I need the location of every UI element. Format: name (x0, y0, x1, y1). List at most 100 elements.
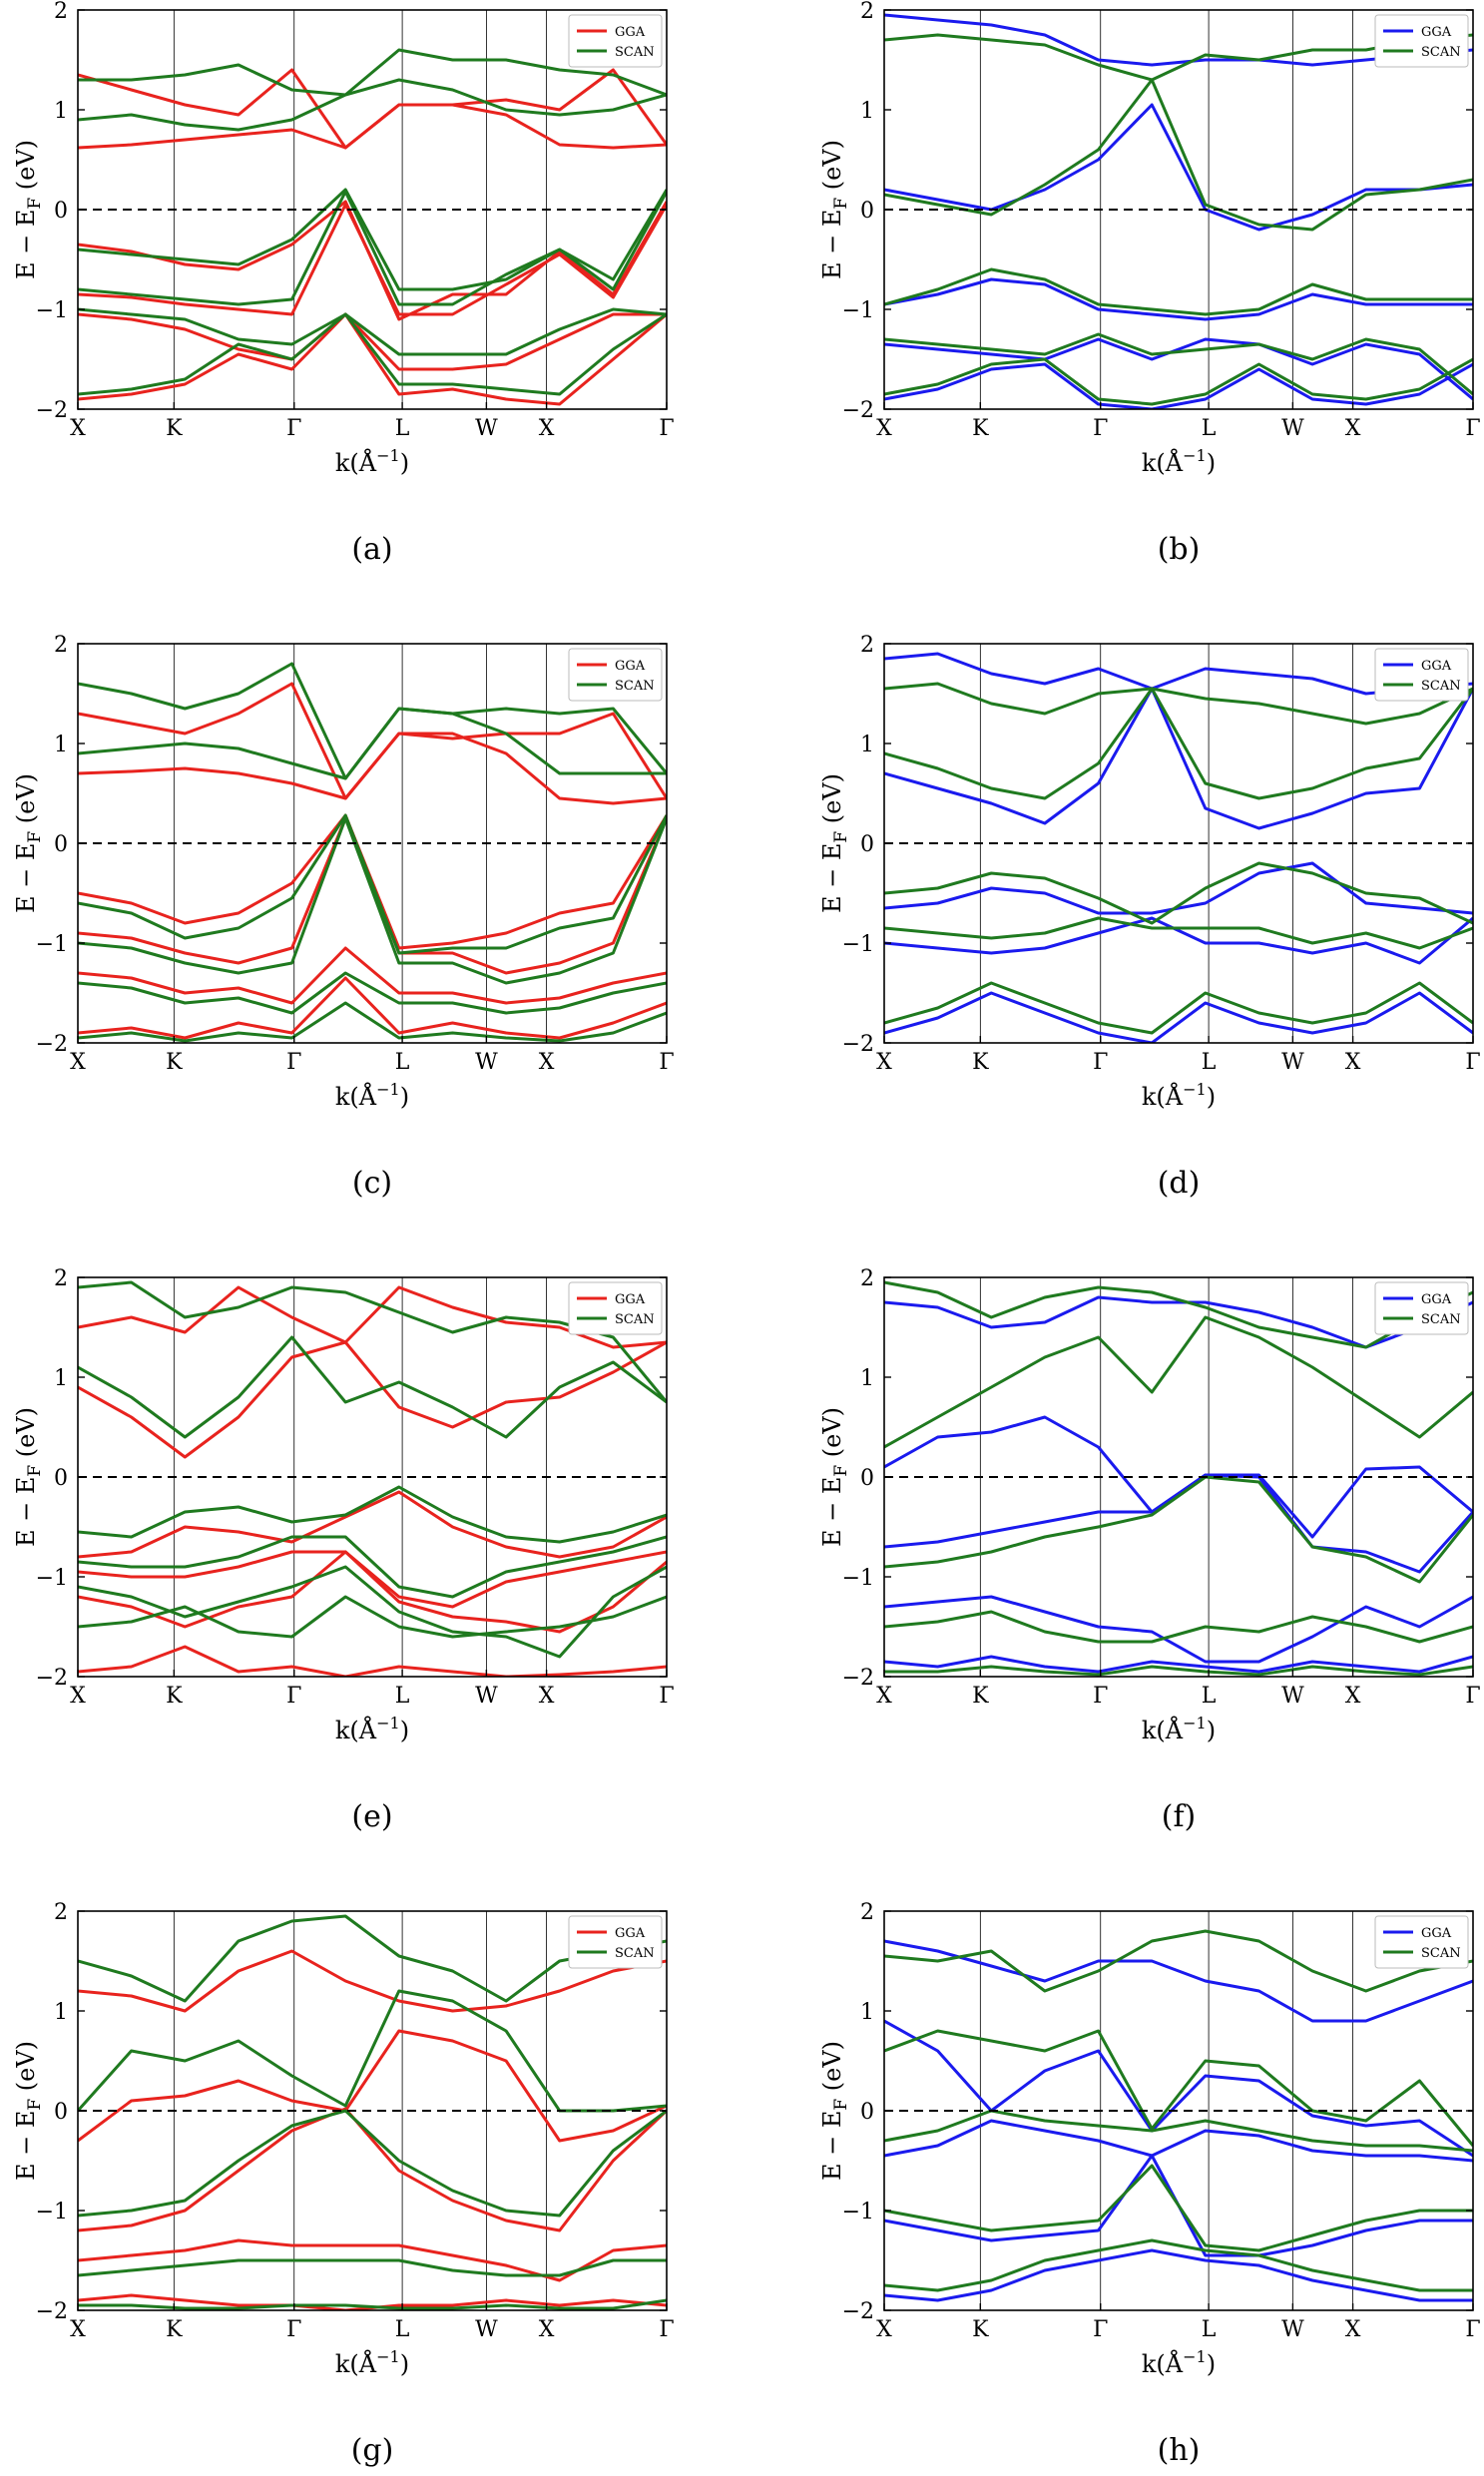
y-tick-label: 2 (54, 1900, 68, 1925)
band-scan (884, 2109, 1473, 2153)
k-point-label: X (876, 1050, 892, 1075)
x-axis-label: k(Å−1) (335, 446, 409, 477)
legend-label-gga: GGA (615, 25, 646, 40)
band-scan (78, 1535, 667, 1599)
legend: GGA SCAN (1374, 1915, 1469, 1969)
band-scan (884, 1610, 1473, 1644)
bands-group (884, 1280, 1473, 1677)
y-tick-label: −1 (36, 2200, 68, 2225)
x-axis-label-close: ) (400, 2350, 409, 2378)
y-tick-label: 2 (860, 1266, 874, 1291)
legend-label-gga: GGA (615, 659, 646, 674)
x-axis-label-base: k(Å (335, 1082, 377, 1111)
band-scan (884, 981, 1473, 1035)
k-point-label: K (166, 416, 183, 441)
band-scan (78, 307, 667, 356)
band-gga (884, 991, 1473, 1043)
y-axis-label-unit: (eV) (818, 1407, 846, 1465)
y-tick-label: 0 (54, 832, 68, 857)
band-scan (78, 1485, 667, 1544)
k-point-label: W (475, 2317, 498, 2342)
y-axis-label: E − EF (eV) (818, 140, 851, 279)
k-point-label: W (475, 1684, 498, 1709)
band-scan (884, 357, 1473, 406)
y-tick-label: −2 (842, 2299, 874, 2324)
legend: GGA SCAN (568, 1915, 663, 1969)
band-gga (884, 362, 1473, 409)
band-gga (78, 976, 667, 1040)
panel-caption: (g) (351, 2433, 394, 2468)
band-scan (78, 1001, 667, 1043)
panel-caption: (b) (1158, 532, 1201, 567)
y-tick-label: 2 (860, 0, 874, 24)
band-gga (884, 2119, 1473, 2163)
x-axis-label-base: k(Å (335, 2349, 377, 2378)
band-scan (78, 2298, 667, 2310)
y-axis-label-unit: (eV) (12, 2041, 40, 2099)
y-axis-label-sub: F (25, 831, 45, 843)
band-gga (78, 1645, 667, 1677)
band-gga (884, 103, 1473, 232)
y-tick-label: −1 (842, 1566, 874, 1591)
band-gga (78, 1550, 667, 1609)
y-tick-label: 1 (54, 733, 68, 757)
x-axis-label-close: ) (400, 1717, 409, 1744)
band-scan (884, 78, 1473, 232)
band-gga (884, 1655, 1473, 1674)
legend: GGA SCAN (1374, 648, 1469, 702)
y-axis-label: E − EF (eV) (12, 140, 45, 279)
band-scan (884, 687, 1473, 800)
y-axis-label-sub: F (831, 2099, 851, 2111)
legend-label-gga: GGA (1421, 659, 1452, 674)
y-tick-label: 0 (860, 1466, 874, 1491)
band-scan (884, 1315, 1473, 1449)
k-point-label: L (1202, 416, 1217, 441)
band-scan (884, 332, 1473, 396)
band-scan (884, 861, 1473, 925)
y-tick-label: 0 (54, 199, 68, 224)
k-point-label: Γ (1465, 2317, 1480, 2342)
k-point-label: X (539, 1684, 555, 1709)
k-point-label: L (1202, 1050, 1217, 1075)
k-point-label: L (395, 2317, 410, 2342)
k-point-label: L (1202, 1684, 1217, 1709)
panel-caption: (f) (1162, 1799, 1197, 1834)
legend-box (568, 648, 663, 702)
band-gga (884, 687, 1473, 830)
k-point-label: L (395, 416, 410, 441)
band-scan (78, 2258, 667, 2277)
k-point-label: X (1345, 1050, 1361, 1075)
x-axis-label: k(Å−1) (1142, 446, 1216, 477)
bands-group (78, 662, 667, 1043)
band-scan (884, 1475, 1473, 1584)
k-point-label: L (395, 1684, 410, 1709)
x-axis-label-close: ) (400, 1083, 409, 1111)
k-point-label: Γ (286, 1050, 301, 1075)
x-axis-label-close: ) (1207, 1083, 1216, 1111)
k-point-label: X (70, 1684, 86, 1709)
band-gga (884, 861, 1473, 915)
band-gga (884, 916, 1473, 965)
legend-label-gga: GGA (615, 1926, 646, 1941)
k-point-label: L (1202, 2317, 1217, 2342)
k-point-label: Γ (286, 1684, 301, 1709)
x-axis-label-base: k(Å (1142, 448, 1184, 477)
x-axis-label-close: ) (1207, 2350, 1216, 2378)
x-axis-label-sup: −1 (376, 1080, 400, 1099)
x-axis-label-sup: −1 (376, 1714, 400, 1733)
x-axis-label-close: ) (1207, 1717, 1216, 1744)
panel-caption: (c) (352, 1166, 392, 1201)
k-point-label: W (1281, 416, 1304, 441)
band-gga (884, 1473, 1473, 1574)
x-axis-label: k(Å−1) (1142, 1080, 1216, 1111)
x-axis-label-base: k(Å (1142, 2349, 1184, 2378)
legend-box (568, 14, 663, 68)
k-point-label: K (972, 416, 989, 441)
band-scan (78, 813, 667, 955)
legend-box (1374, 648, 1469, 702)
y-tick-label: −2 (842, 398, 874, 423)
k-point-label: Γ (1093, 1050, 1108, 1075)
band-scan (884, 2164, 1473, 2252)
